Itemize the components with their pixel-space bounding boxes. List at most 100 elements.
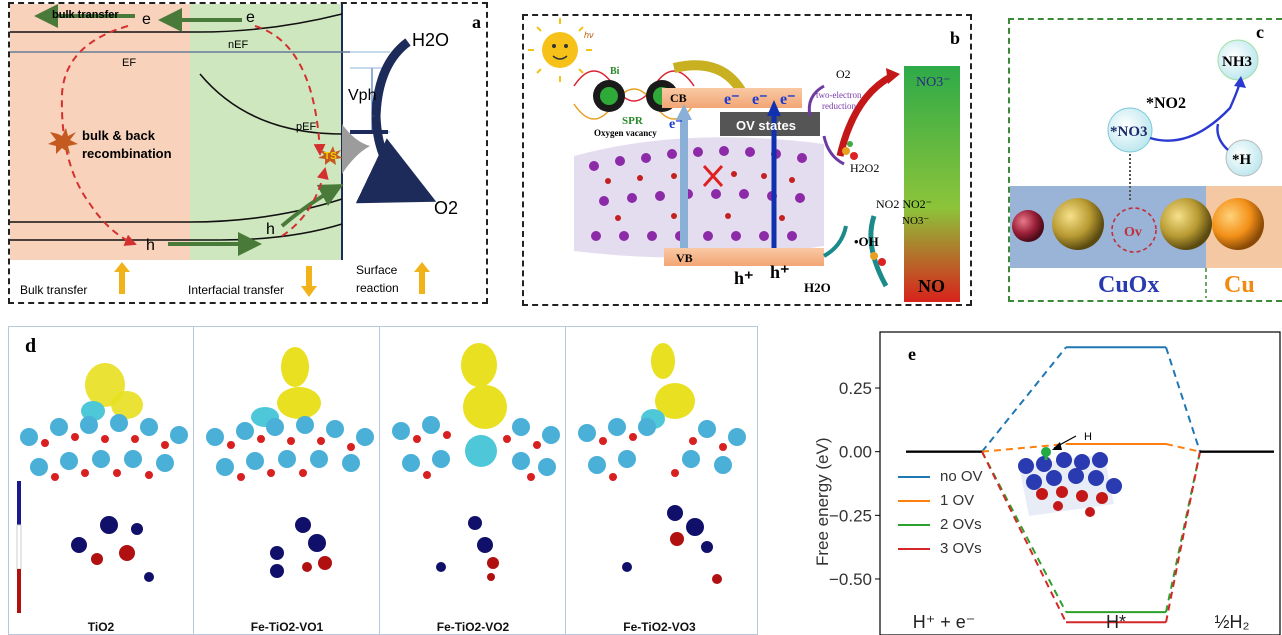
nh3-label: NH3 xyxy=(1222,54,1252,70)
connector-1-ov-0 xyxy=(981,443,1067,453)
recombination-line2: recombination xyxy=(82,146,172,161)
legend-item: 1 OV xyxy=(898,492,974,509)
panel-a-tag: a xyxy=(472,12,481,32)
connector-3-ovs-0 xyxy=(981,451,1067,623)
energy-chart: 0.25 0.00 −0.25 −0.50 H⁺ + e⁻ H* ½H₂ H e Free… xyxy=(814,331,1281,635)
y-tick-label: 0.00 xyxy=(839,443,872,462)
two-electron-line2: reduction xyxy=(822,101,856,111)
inset-h-label: H xyxy=(1084,431,1092,443)
electron-right-label: e xyxy=(246,9,255,26)
bulk-transfer-bottom-label: Bulk transfer xyxy=(20,283,87,297)
h2o2-label: H2O2 xyxy=(850,161,879,175)
oh-label: •OH xyxy=(854,234,879,249)
connector-3-ovs-1 xyxy=(1165,451,1201,623)
o2-label: O2 xyxy=(434,198,458,218)
panel-e: 0.25 0.00 −0.25 −0.50 H⁺ + e⁻ H* ½H₂ H e Free… xyxy=(814,326,1282,635)
no2-label-c: *NO2 xyxy=(1146,95,1186,112)
no-label: NO xyxy=(918,276,945,296)
ov-states-label: OV states xyxy=(736,118,796,133)
electron-label-3: e⁻ xyxy=(780,91,796,108)
no3-mid-label: NO3⁻ xyxy=(902,215,929,227)
label-vo3: Fe-TiO2-VO3 xyxy=(623,620,696,634)
hv-label: hν xyxy=(584,30,594,40)
x-tick-label: H* xyxy=(1106,612,1126,632)
panel-a: a bulk transfer e e nEF EF Vph pEF H2O O… xyxy=(8,2,488,304)
no3-label-c: *NO3 xyxy=(1110,124,1148,140)
no3-top-label: NO3⁻ xyxy=(916,75,951,90)
hole-label-2: h⁺ xyxy=(770,262,790,282)
panel-b-tag: b xyxy=(950,28,960,48)
oxygen-vacancy-label: Oxygen vacancy xyxy=(594,128,657,138)
hole-right-label: h xyxy=(266,221,275,238)
panel-a-diagram: a bulk transfer e e nEF EF Vph pEF H2O O… xyxy=(10,4,481,297)
series-3-ovs xyxy=(906,450,1274,624)
electron-left-label: e xyxy=(142,11,151,28)
label-vo1: Fe-TiO2-VO1 xyxy=(250,620,324,634)
panel-d: d TiO2 Fe-TiO2-VO1 xyxy=(8,326,758,635)
spr-label: SPR xyxy=(622,115,644,127)
panel-b-diagram: b hν Bi SPR CB VB e⁻ e⁻ e⁻ e⁻ OV states … xyxy=(528,18,960,302)
legend-swatch xyxy=(898,523,930,526)
cuox-label: CuOx xyxy=(1098,272,1159,298)
legend-item: 3 OVs xyxy=(898,540,982,557)
y-tick-label: −0.50 xyxy=(829,570,872,589)
legend-swatch xyxy=(898,547,930,550)
legend-item: 2 OVs xyxy=(898,516,982,533)
h2o-label: H2O xyxy=(412,30,449,50)
electron-label-4: e⁻ xyxy=(669,117,683,132)
structure-tio2 xyxy=(16,363,188,613)
x-tick-label: ½H₂ xyxy=(1215,612,1250,632)
y-tick-label: −0.25 xyxy=(829,506,872,525)
structure-vo3 xyxy=(578,343,746,584)
panel-b: b hν Bi SPR CB VB e⁻ e⁻ e⁻ e⁻ OV states … xyxy=(522,14,972,306)
y-tick-label: 0.25 xyxy=(839,379,872,398)
hole-label-1: h⁺ xyxy=(734,268,754,288)
ov-label-c: Ov xyxy=(1124,225,1142,240)
electron-label-1: e⁻ xyxy=(724,91,740,108)
panel-d-sub-4: Fe-TiO2-VO3 xyxy=(567,327,752,634)
connector-1-ov-1 xyxy=(1165,443,1201,453)
cb-label: CB xyxy=(670,91,687,105)
connector-no-ov-0 xyxy=(981,346,1067,453)
ts-label: TS xyxy=(324,151,337,162)
recombination-line1: bulk & back xyxy=(82,128,156,143)
vph-label: Vph xyxy=(348,87,376,104)
panel-d-tag: d xyxy=(25,335,37,357)
bi-label: Bi xyxy=(610,66,620,77)
vb-label: VB xyxy=(676,251,693,265)
panel-e-tag: e xyxy=(908,344,916,364)
legend-label: no OV xyxy=(940,468,983,485)
x-tick-label: H⁺ + e⁻ xyxy=(913,612,976,632)
panel-d-sub-1: TiO2 xyxy=(9,327,194,634)
pef-label: pEF xyxy=(296,121,316,133)
connector-no-ov-1 xyxy=(1165,346,1201,452)
structure-vo2 xyxy=(392,343,560,581)
label-vo2: Fe-TiO2-VO2 xyxy=(436,620,510,634)
ef-label: EF xyxy=(122,57,136,69)
chart-legend: no OV 1 OV 2 OVs 3 OVs xyxy=(898,468,1018,608)
structure-vo1 xyxy=(206,347,374,578)
legend-label: 3 OVs xyxy=(940,540,982,557)
label-tio2: TiO2 xyxy=(87,620,115,634)
h2o-label-b: H2O xyxy=(804,280,831,295)
no2-label: NO2 NO2⁻ xyxy=(876,197,932,211)
legend-label: 2 OVs xyxy=(940,516,982,533)
panel-d-sub-2: Fe-TiO2-VO1 xyxy=(195,327,380,634)
y-axis-label: Free energy (eV) xyxy=(814,438,832,567)
surface-reaction-line2: reaction xyxy=(356,281,399,295)
panel-c-diagram: c NH3 *NO2 *NO3 *H Ov CuOx Cu xyxy=(1010,22,1282,298)
o2-label: O2 xyxy=(836,67,851,81)
legend-swatch xyxy=(898,475,930,478)
panel-c-tag: c xyxy=(1256,22,1264,42)
nef-label: nEF xyxy=(228,39,248,51)
inset-structure xyxy=(1018,435,1122,517)
legend-item: no OV xyxy=(898,468,983,485)
panel-d-sub-3: Fe-TiO2-VO2 xyxy=(381,327,566,634)
cu-label: Cu xyxy=(1224,272,1255,298)
electron-label-2: e⁻ xyxy=(752,91,768,108)
two-electron-line1: two-electron xyxy=(816,90,862,100)
surface-reaction-line1: Surface xyxy=(356,263,398,277)
panel-c: c NH3 *NO2 *NO3 *H Ov CuOx Cu xyxy=(1008,18,1282,302)
legend-label: 1 OV xyxy=(940,492,975,509)
legend-swatch xyxy=(898,499,930,502)
